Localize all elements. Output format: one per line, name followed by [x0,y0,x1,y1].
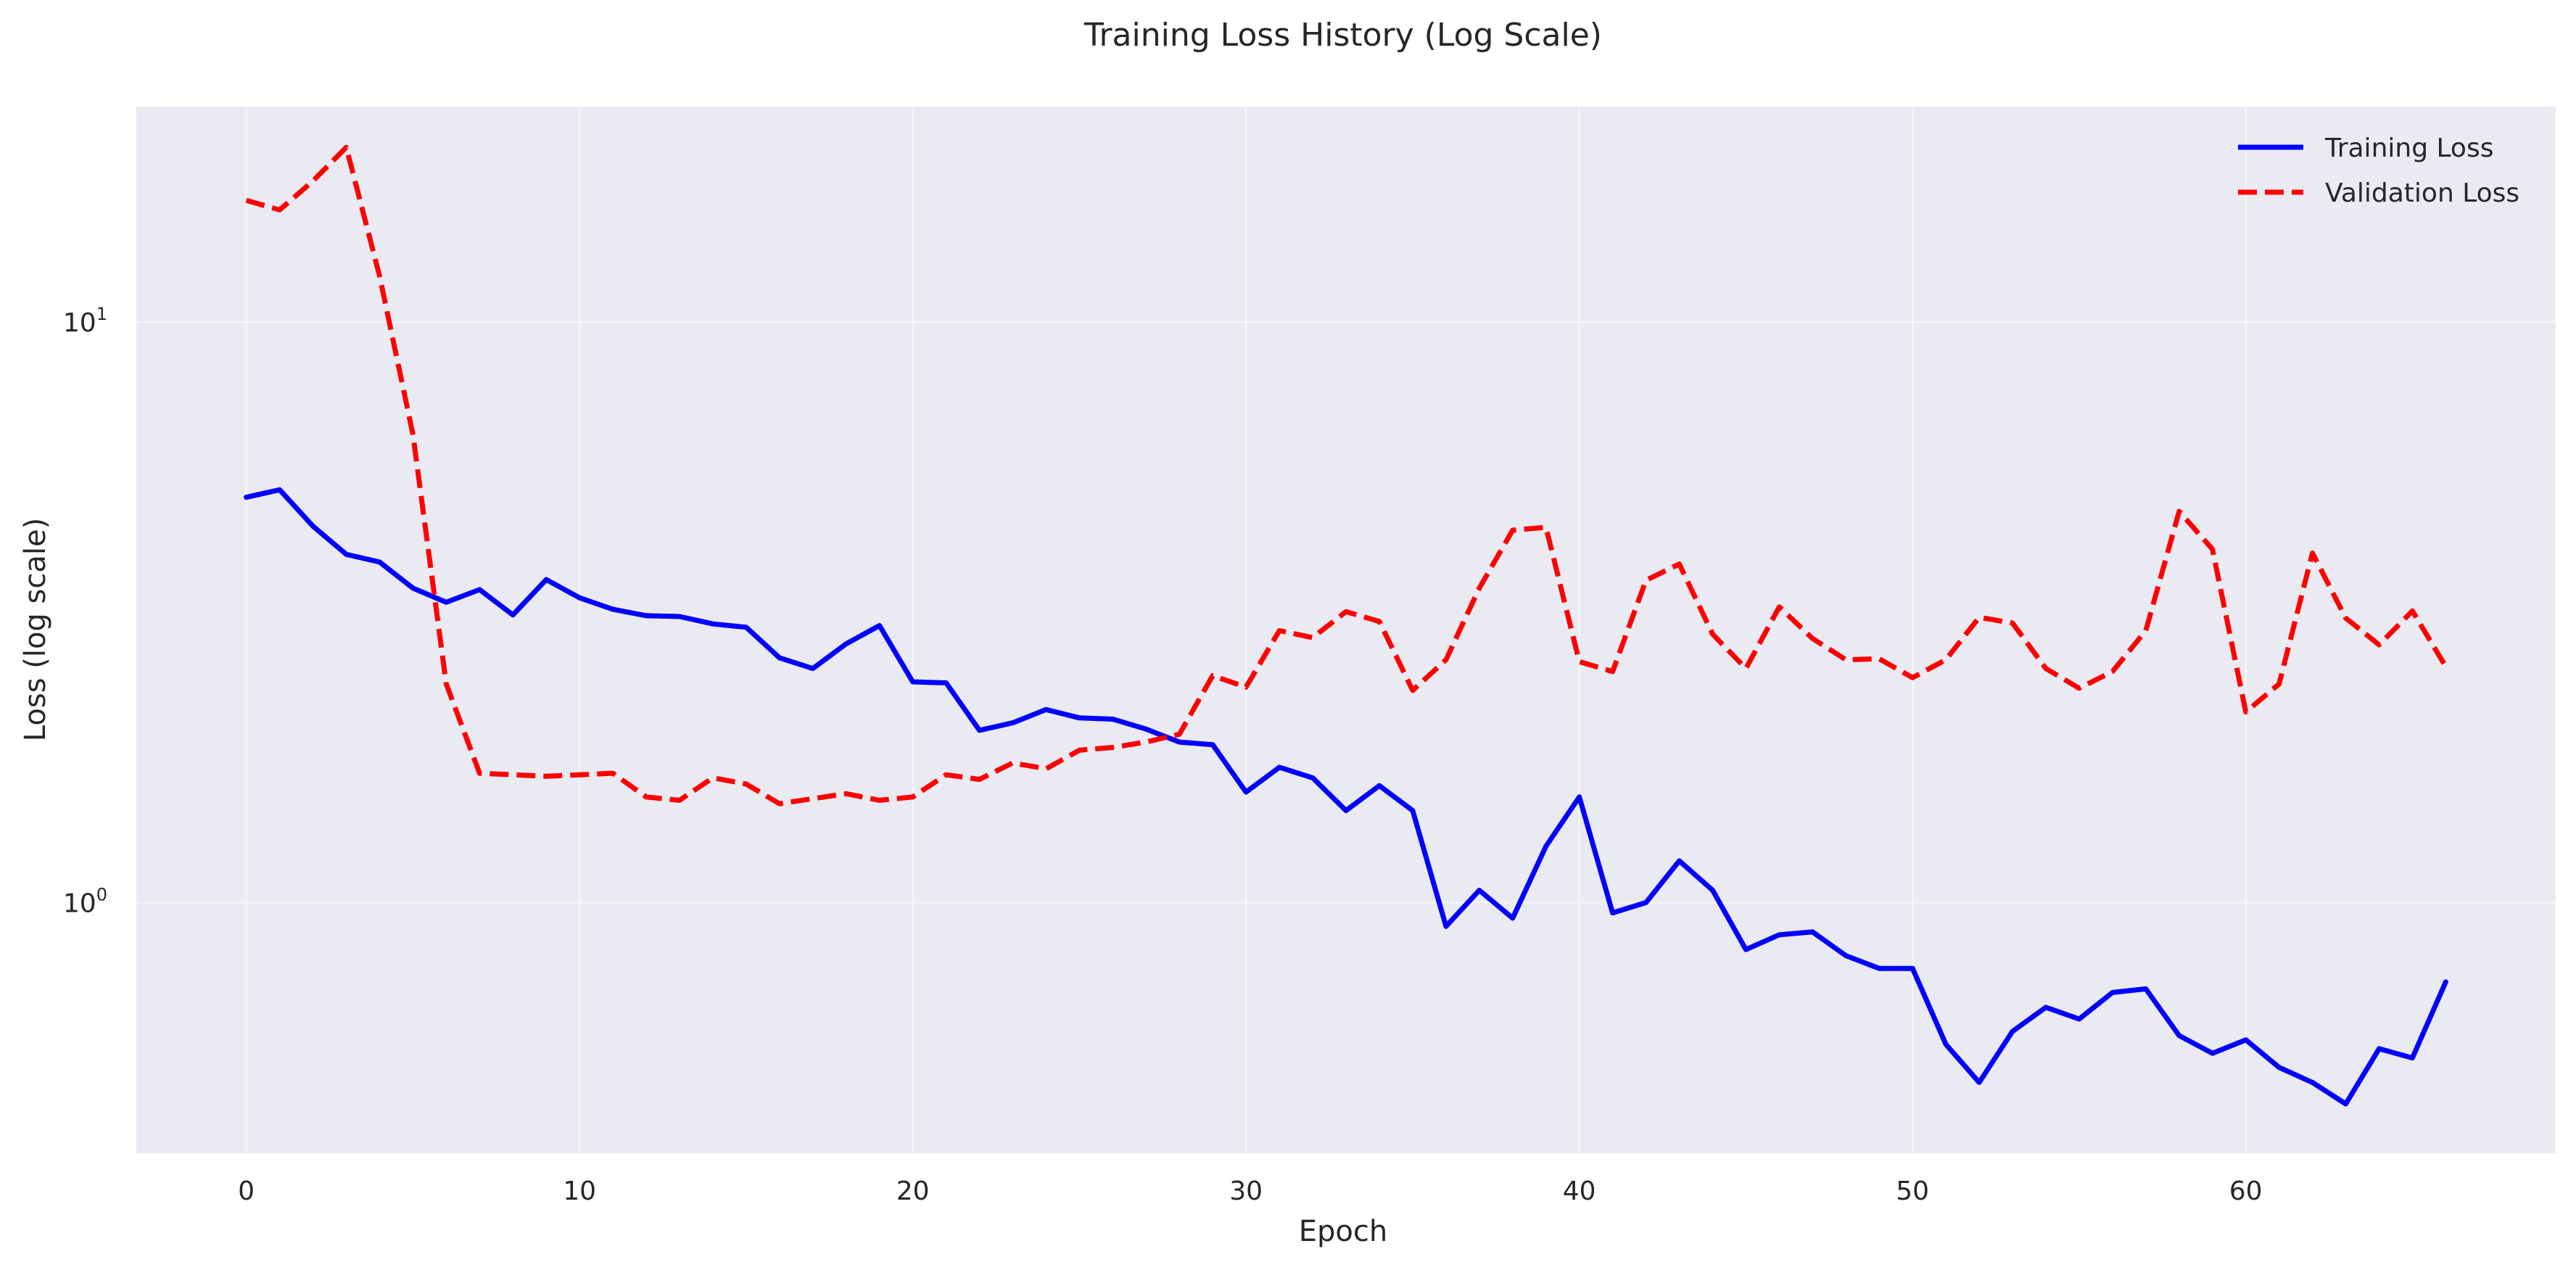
y-axis-title: Loss (log scale) [19,518,52,741]
legend-label: Training Loss [2324,133,2493,163]
x-tick-label: 60 [2229,1176,2263,1206]
series-line-validation-loss [245,144,2448,807]
x-tick-label: 0 [238,1176,255,1206]
x-tick-label: 20 [896,1176,930,1206]
x-tick-label: 30 [1229,1176,1263,1206]
x-axis-title: Epoch [1299,1215,1387,1248]
legend: Training Loss Validation Loss [2238,133,2519,208]
x-axis-ticks: 0 10 20 30 40 50 60 [238,1176,2262,1206]
x-tick-label: 40 [1563,1176,1596,1206]
x-tick-label: 10 [563,1176,596,1206]
series-line-training-loss [244,487,2448,1107]
y-axis-ticks: 100 101 [63,304,107,918]
grid-lines [136,107,2556,1153]
y-tick-label: 100 [63,884,107,918]
chart-title: Training Loss History (Log Scale) [1083,17,1602,54]
series-layer [244,144,2448,1107]
y-tick-label: 101 [63,304,107,338]
legend-label: Validation Loss [2325,178,2519,208]
x-tick-label: 50 [1896,1176,1929,1206]
plot-background [136,107,2556,1153]
